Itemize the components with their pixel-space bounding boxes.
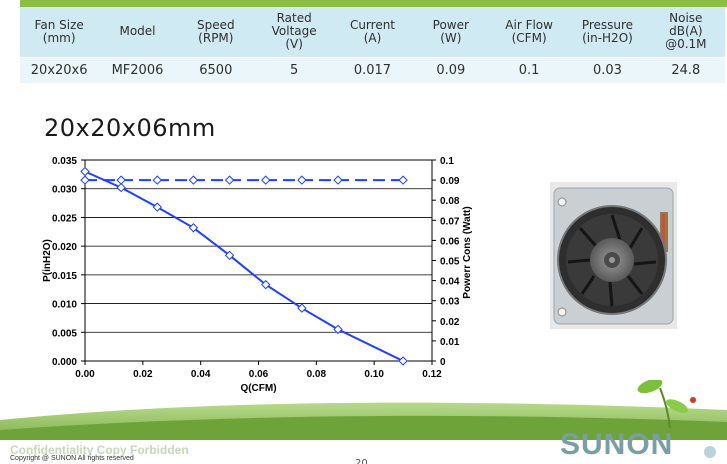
top-accent-bar [20, 0, 727, 7]
header-rated-voltage: Rated Voltage (V) [254, 7, 334, 57]
cell-rated-voltage: 5 [254, 56, 334, 83]
power-data-point [398, 175, 408, 185]
y2-tick-label: 0.04 [440, 277, 460, 288]
header-speed: Speed (RPM) [176, 7, 255, 57]
pressure-data-point [152, 202, 162, 212]
power-data-point [333, 175, 343, 185]
confidential-notice: Confidentiality Copy Forbidden [10, 443, 189, 457]
x-tick-label: 0.04 [191, 369, 211, 380]
power-data-point [224, 175, 235, 185]
power-data-point [297, 175, 307, 185]
header-pressure: Pressure (in-H2O) [568, 7, 647, 57]
pressure-data-point [333, 324, 343, 335]
plant-sprout-icon [637, 380, 696, 429]
pressure-data-point [188, 223, 199, 233]
cell-speed: 6500 [176, 56, 255, 83]
y-tick-label: 0.010 [52, 300, 77, 311]
cell-noise: 24.8 [646, 56, 725, 83]
y2-tick-label: 0.08 [440, 196, 460, 207]
y2-tick-label: 0.07 [440, 216, 460, 227]
x-axis-label: Q(CFM) [240, 383, 276, 394]
cell-power: 0.09 [411, 56, 490, 83]
y-axis-label: P(inH2O) [42, 239, 53, 282]
header-current: Current (A) [333, 7, 412, 57]
copyright-notice: Copyright @ SUNON All rights reserved [10, 455, 134, 462]
power-data-point [80, 175, 90, 185]
pressure-data-point [297, 303, 307, 313]
plot-area [84, 159, 433, 362]
logo-dot-icon [704, 446, 716, 458]
x-tick-label: 0.00 [75, 369, 95, 380]
cell-pressure: 0.03 [568, 56, 647, 83]
x-tick-label: 0.08 [307, 369, 327, 380]
y-tick-label: 0.030 [52, 185, 77, 196]
power-data-point [188, 175, 199, 185]
y-tick-label: 0.035 [52, 156, 77, 167]
footer-wave [0, 380, 727, 464]
y-tick-label: 0.005 [52, 328, 77, 339]
y2-axis-label: Powerr Cons (Watt) [462, 206, 473, 298]
power-data-point [261, 175, 271, 185]
chart-title: 20x20x06mm [44, 114, 216, 142]
pressure-data-point [224, 250, 235, 261]
spec-table: Fan Size (mm) Model Speed (RPM) Rated Volta… [20, 7, 725, 83]
pressure-data-point [261, 279, 271, 290]
y2-tick-label: 0.09 [440, 176, 460, 187]
y2-tick-label: 0.02 [440, 317, 460, 328]
x-tick-label: 0.02 [133, 369, 153, 380]
table-row: 20x20x6 MF2006 6500 5 0.017 0.09 0.1 0.0… [20, 56, 725, 83]
header-fan-size: Fan Size (mm) [20, 7, 99, 57]
power-data-point [116, 175, 126, 185]
power-data-point [152, 175, 162, 185]
y2-tick-label: 0.05 [440, 257, 460, 268]
pressure-data-point [116, 182, 126, 193]
sunon-logo: SUNON [560, 428, 674, 461]
y-tick-label: 0.025 [52, 213, 77, 224]
fan-photo [550, 182, 677, 329]
header-noise: Noise dB(A) @0.1M [646, 7, 725, 57]
x-tick-label: 0.10 [364, 369, 384, 380]
x-tick-label: 0.06 [249, 369, 269, 380]
pressure-data-point [398, 356, 408, 366]
x-tick-label: 0.12 [422, 369, 442, 380]
spec-table-header-row: Fan Size (mm) Model Speed (RPM) Rated Volta… [20, 7, 725, 57]
y-tick-label: 0.000 [52, 357, 77, 368]
cell-fan-size: 20x20x6 [20, 56, 99, 83]
page-number: 20 [355, 458, 368, 464]
y2-tick-label: 0.03 [440, 297, 460, 308]
header-power: Power (W) [411, 7, 490, 57]
y-tick-label: 0.015 [52, 271, 77, 282]
header-air-flow: Air Flow (CFM) [489, 7, 569, 57]
y2-tick-label: 0 [440, 357, 446, 368]
cell-current: 0.017 [333, 56, 412, 83]
cell-model: MF2006 [98, 56, 177, 83]
cell-air-flow: 0.1 [489, 56, 569, 83]
y2-tick-label: 0.1 [440, 156, 454, 167]
header-model: Model [98, 7, 177, 57]
y-tick-label: 0.020 [52, 242, 77, 253]
y2-tick-label: 0.01 [440, 337, 460, 348]
y2-tick-label: 0.06 [440, 236, 460, 247]
